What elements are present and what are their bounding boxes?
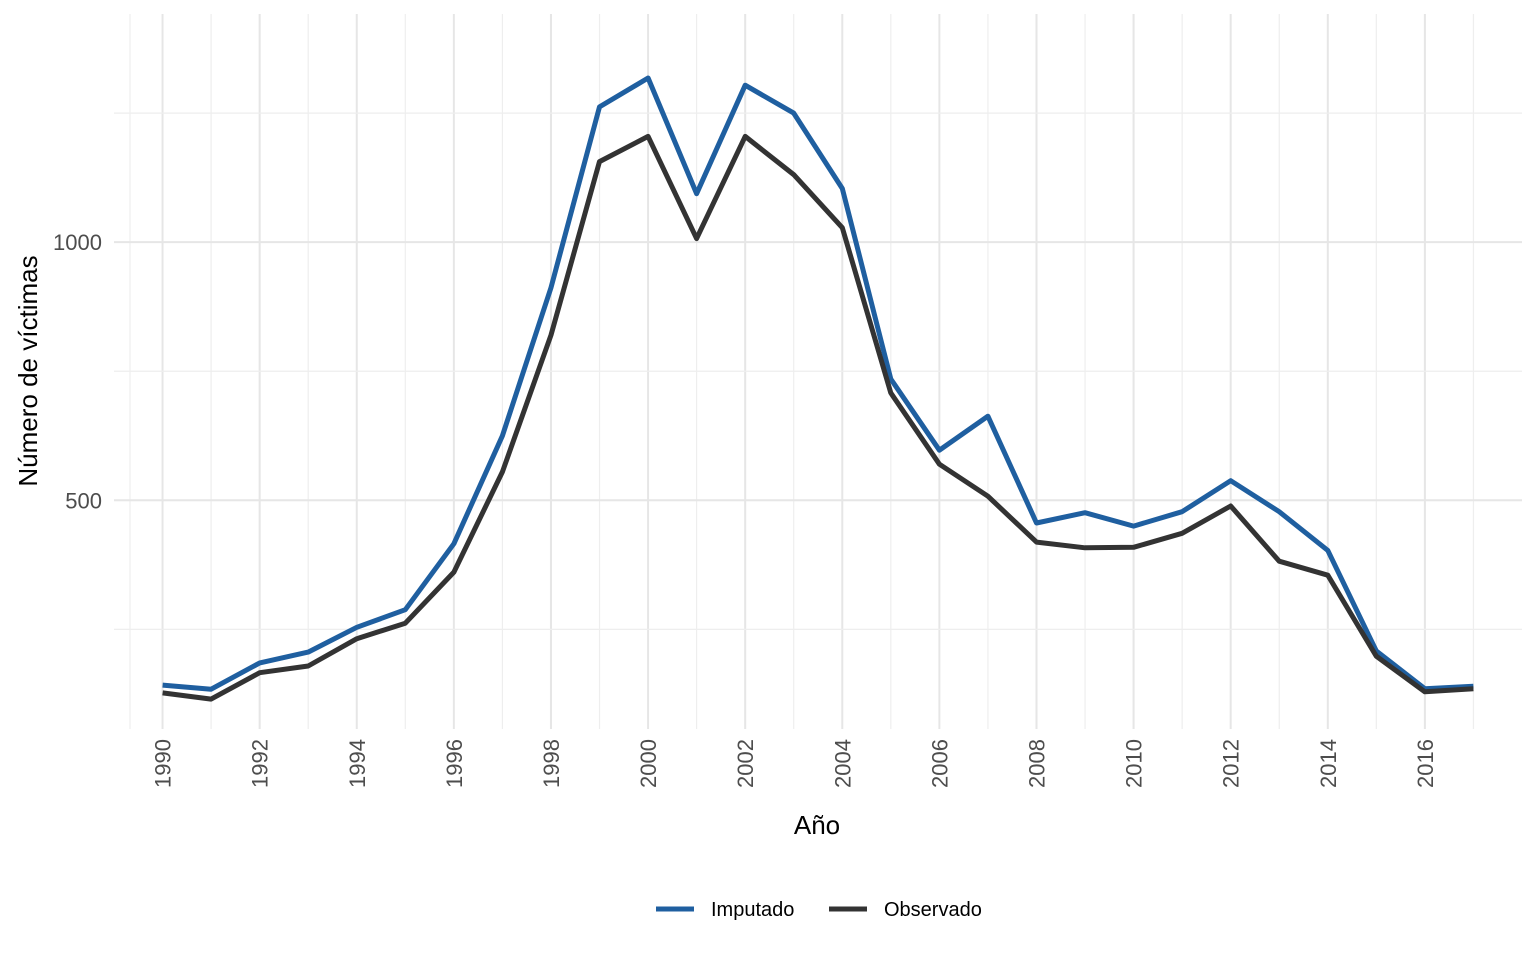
x-tick-label: 1994 (345, 739, 370, 788)
legend: Imputado Observado (656, 899, 982, 921)
y-tick-label: 1000 (53, 230, 102, 255)
x-tick-label: 2012 (1219, 739, 1244, 788)
series-line-observado (162, 133, 1474, 702)
grid (114, 14, 1522, 729)
x-tick-label: 2014 (1316, 739, 1341, 788)
x-tick-label: 1990 (151, 739, 176, 788)
x-tick-label: 2000 (636, 739, 661, 788)
series-lines (162, 75, 1474, 702)
x-tick-label: 2008 (1024, 739, 1049, 788)
x-tick-label: 2006 (927, 739, 952, 788)
y-tick-label: 500 (65, 488, 102, 513)
x-tick-label: 1998 (539, 739, 564, 788)
x-tick-label: 2016 (1413, 739, 1438, 788)
x-tick-label: 2002 (733, 739, 758, 788)
x-tick-label: 1992 (248, 739, 273, 788)
y-axis-title: Número de víctimas (13, 255, 43, 486)
x-axis-title: Año (794, 810, 840, 840)
series-line-imputado (162, 75, 1474, 692)
x-tick-label: 2004 (830, 739, 855, 788)
tick-labels: 500 1000 1990 1992 1994 1996 1998 2000 2002 2004 2… (53, 230, 1438, 788)
legend-label: Imputado (711, 899, 794, 921)
x-tick-label: 2010 (1122, 739, 1147, 788)
x-tick-label: 1996 (442, 739, 467, 788)
legend-label: Observado (884, 899, 982, 921)
